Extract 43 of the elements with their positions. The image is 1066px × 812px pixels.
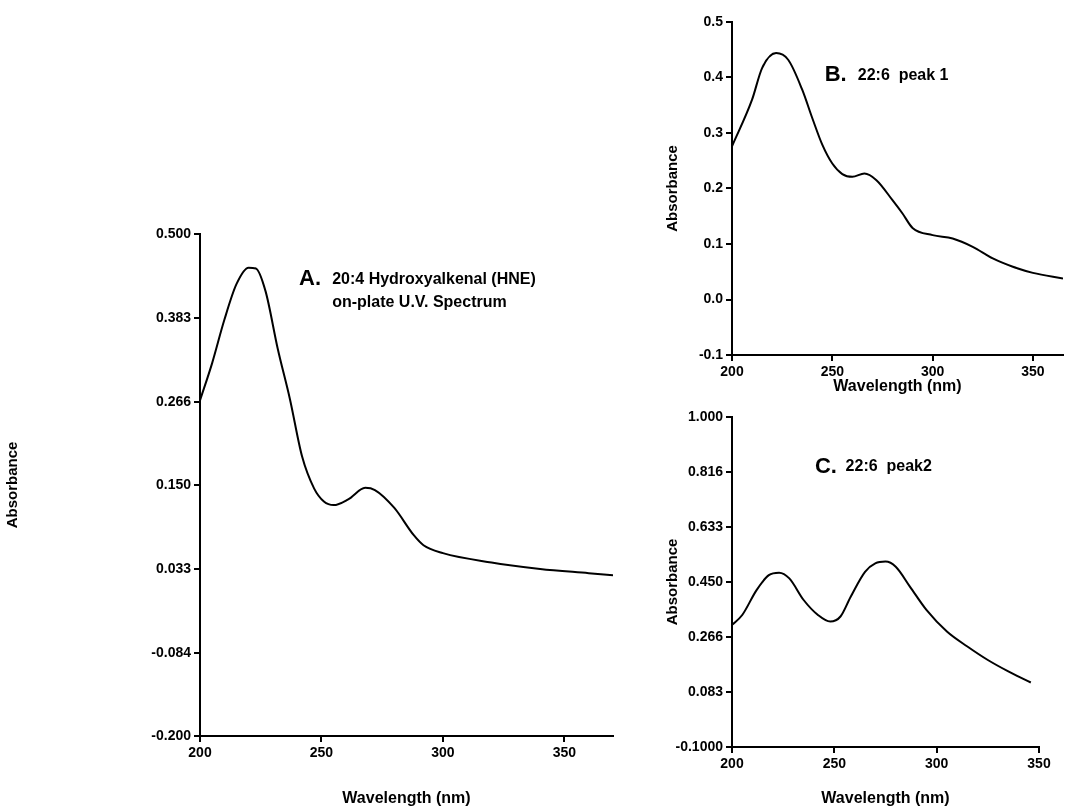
x-tick-label: 350	[1027, 755, 1051, 772]
annotation: C.	[814, 452, 837, 478]
x-axis-title: Wavelength (nm)	[342, 788, 471, 806]
y-tick-label: 0.1	[703, 234, 724, 251]
annotation: 22:6 peak2	[845, 456, 932, 474]
y-tick-label: 0.500	[155, 224, 192, 241]
y-tick-label: 1.000	[687, 407, 724, 424]
y-tick-label: 0.083	[687, 682, 724, 699]
y-tick-label: -0.200	[151, 726, 192, 743]
x-tick-label: 200	[188, 744, 212, 761]
x-tick-label: 350	[552, 744, 577, 761]
x-axis-title: Wavelength (nm)	[821, 788, 950, 806]
y-tick-label: 0.816	[687, 463, 724, 480]
y-tick-label: 0.266	[155, 392, 192, 409]
y-tick-label: 0.3	[703, 123, 724, 140]
y-tick-label: 0.0	[703, 290, 724, 307]
y-tick-label: 0.150	[155, 475, 192, 492]
y-tick-label: -0.1	[698, 345, 724, 362]
x-tick-label: 350	[1021, 363, 1045, 380]
y-tick-label: 0.5	[703, 12, 724, 29]
annotation: B.	[824, 61, 847, 87]
y-tick-label: -0.084	[151, 643, 192, 660]
x-tick-label: 250	[309, 744, 334, 761]
y-axis-title: Absorbance	[3, 441, 21, 529]
y-tick-label: 0.383	[155, 308, 192, 325]
annotation: 20:4 Hydroxyalkenal (HNE)	[332, 269, 536, 287]
x-tick-label: 200	[720, 363, 744, 380]
y-tick-label: 0.033	[155, 559, 192, 576]
y-tick-label: 0.450	[687, 572, 724, 589]
y-tick-label: -0.1000	[675, 737, 724, 754]
y-tick-label: 0.2	[703, 179, 724, 196]
annotation: 22:6 peak 1	[857, 65, 949, 83]
x-tick-label: 250	[822, 755, 847, 772]
annotation: on-plate U.V. Spectrum	[332, 292, 507, 310]
y-tick-label: 0.633	[687, 517, 724, 534]
y-axis-title: Absorbance	[663, 538, 681, 626]
x-tick-label: 200	[720, 755, 744, 772]
x-tick-label: 300	[924, 755, 949, 772]
x-tick-label: 300	[431, 744, 455, 761]
y-tick-label: 0.4	[703, 68, 724, 85]
y-axis-title: Absorbance	[663, 145, 681, 232]
y-tick-label: 0.266	[687, 628, 724, 645]
annotation: A.	[299, 265, 322, 291]
